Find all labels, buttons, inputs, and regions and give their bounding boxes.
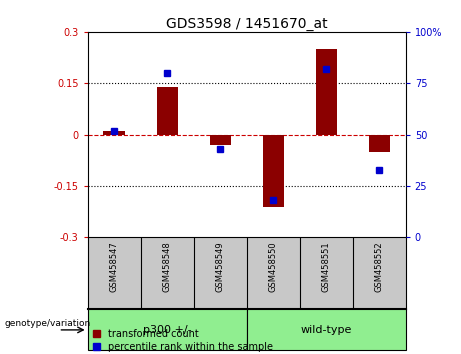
Bar (247, 309, 406, 350)
Text: p300 +/-: p300 +/- (143, 325, 191, 335)
Bar (368, 135, 390, 152)
Text: GSM458549: GSM458549 (216, 241, 225, 292)
Text: GSM458550: GSM458550 (269, 241, 278, 292)
Text: GSM458551: GSM458551 (322, 241, 331, 292)
Text: GSM458548: GSM458548 (163, 241, 171, 292)
Text: GSM458552: GSM458552 (375, 241, 384, 292)
Text: GSM458547: GSM458547 (110, 241, 118, 292)
Legend: transformed count, percentile rank within the sample: transformed count, percentile rank withi… (93, 328, 274, 353)
Text: genotype/variation: genotype/variation (5, 319, 91, 329)
Bar (315, 49, 337, 135)
Bar (88, 309, 247, 350)
Bar (103, 131, 124, 135)
Bar (156, 87, 177, 135)
Bar (209, 135, 230, 145)
Bar (262, 135, 284, 207)
Text: wild-type: wild-type (301, 325, 352, 335)
Title: GDS3598 / 1451670_at: GDS3598 / 1451670_at (166, 17, 327, 31)
